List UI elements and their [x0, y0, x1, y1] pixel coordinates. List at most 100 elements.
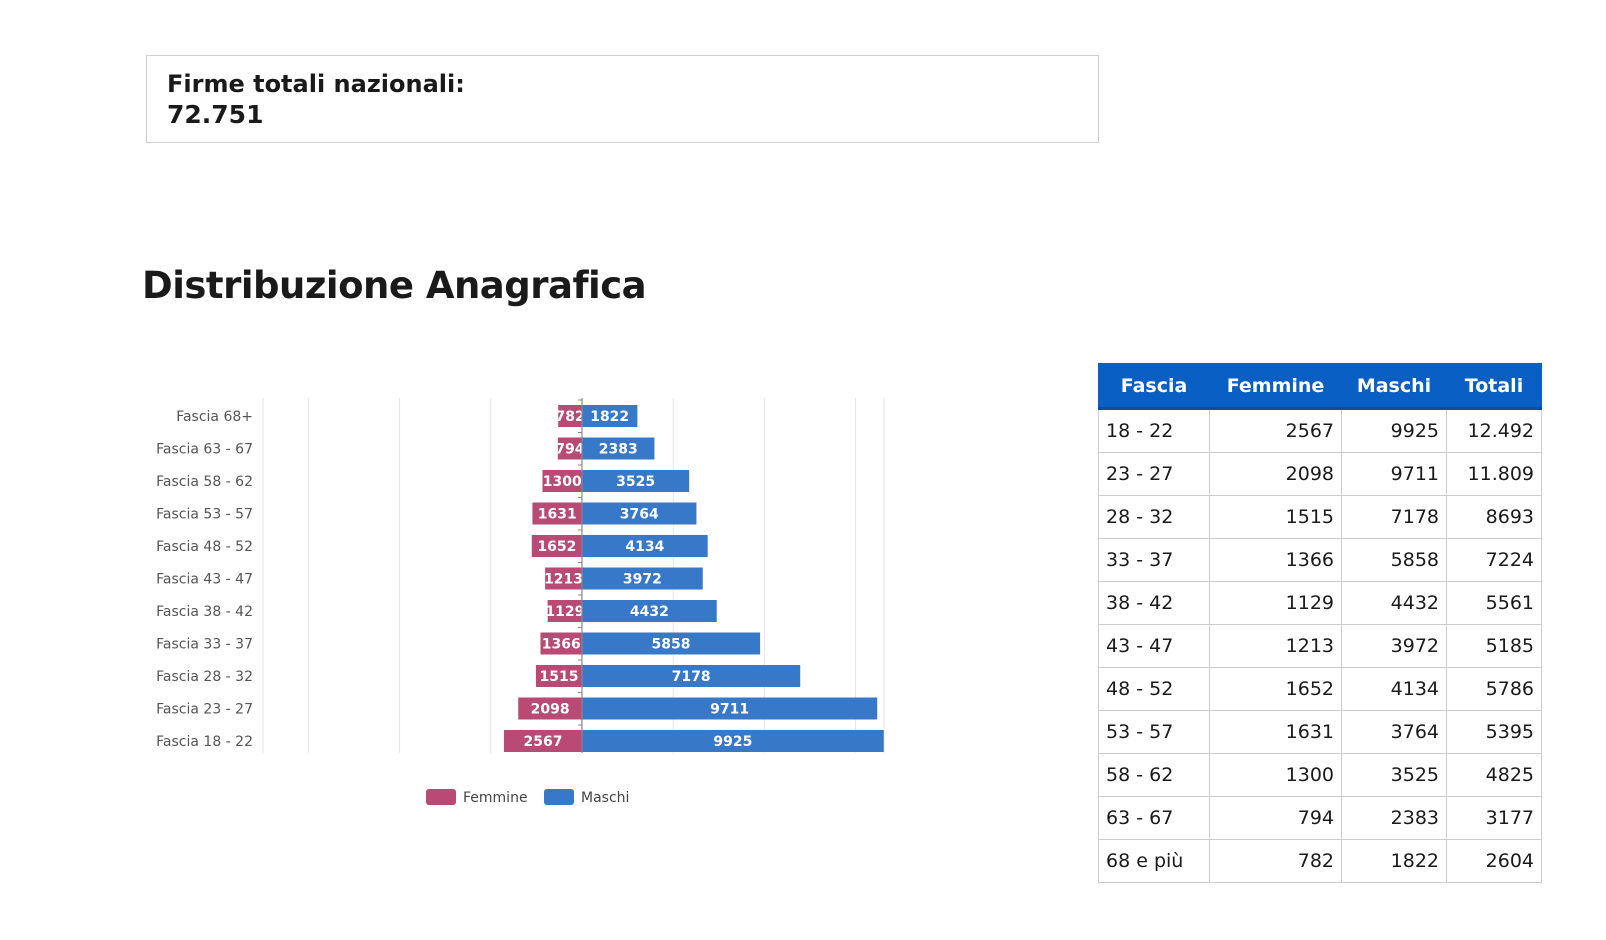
category-label: Fascia 33 - 37 — [156, 637, 253, 653]
table-cell-femmine: 1300 — [1209, 753, 1342, 797]
table-cell-maschi: 7178 — [1341, 495, 1447, 539]
table-cell-maschi: 3525 — [1341, 753, 1447, 797]
table-header-maschi: Maschi — [1341, 363, 1447, 410]
table-cell-fascia: 33 - 37 — [1098, 538, 1210, 582]
category-label: Fascia 23 - 27 — [156, 702, 253, 718]
data-label-maschi: 1822 — [590, 409, 629, 425]
bar-femmine — [542, 470, 582, 492]
table-cell-fascia: 28 - 32 — [1098, 495, 1210, 539]
table-row: 18 - 22 2567 9925 12.492 — [1098, 408, 1542, 453]
table-row: 33 - 37 1366 5858 7224 — [1098, 538, 1542, 582]
data-label-maschi: 4432 — [630, 604, 669, 620]
bar-femmine — [531, 535, 582, 557]
table-cell-femmine: 1129 — [1209, 581, 1342, 625]
category-label: Fascia 63 - 67 — [156, 442, 253, 458]
bar-maschi — [582, 567, 703, 590]
table-header-fascia: Fascia — [1098, 363, 1210, 410]
data-label-maschi: 5858 — [652, 637, 691, 653]
table-cell-femmine: 794 — [1209, 796, 1342, 840]
category-label: Fascia 48 - 52 — [156, 539, 253, 555]
table-cell-maschi: 1822 — [1341, 839, 1447, 883]
table-cell-fascia: 18 - 22 — [1098, 408, 1210, 453]
data-label-maschi: 9925 — [713, 734, 752, 750]
table-cell-totali: 3177 — [1446, 796, 1542, 840]
table-cell-totali: 2604 — [1446, 839, 1542, 883]
table-cell-fascia: 63 - 67 — [1098, 796, 1210, 840]
total-signatures-label: Firme totali nazionali: — [167, 70, 465, 98]
legend-swatch-maschi — [544, 789, 574, 805]
table-cell-femmine: 2098 — [1209, 452, 1342, 496]
legend-label-femmine: Femmine — [463, 790, 528, 806]
total-signatures-value: 72.751 — [167, 100, 264, 129]
age-distribution-table: Fascia Femmine Maschi Totali 18 - 22 2567 992… — [1098, 363, 1542, 883]
data-label-femmine: 1631 — [538, 507, 577, 523]
category-label: Fascia 53 - 57 — [156, 507, 253, 523]
table-row: 48 - 52 1652 4134 5786 — [1098, 667, 1542, 711]
category-label: Fascia 43 - 47 — [156, 572, 253, 588]
table-cell-fascia: 48 - 52 — [1098, 667, 1210, 711]
table-cell-totali: 5561 — [1446, 581, 1542, 625]
table-cell-fascia: 53 - 57 — [1098, 710, 1210, 754]
data-label-maschi: 3764 — [620, 507, 659, 523]
table-row: 28 - 32 1515 7178 8693 — [1098, 495, 1542, 539]
table-cell-femmine: 1366 — [1209, 538, 1342, 582]
bar-maschi — [582, 730, 884, 752]
table-cell-maschi: 3972 — [1341, 624, 1447, 668]
table-row: 53 - 57 1631 3764 5395 — [1098, 710, 1542, 754]
table-cell-maschi: 4134 — [1341, 667, 1447, 711]
bar-femmine — [535, 665, 582, 687]
data-label-femmine: 1515 — [539, 669, 578, 685]
data-label-maschi: 7178 — [672, 669, 711, 685]
data-label-maschi: 3972 — [623, 572, 662, 588]
bar-maschi — [582, 665, 801, 687]
table-cell-totali: 8693 — [1446, 495, 1542, 539]
bar-maschi — [582, 600, 717, 622]
table-cell-fascia: 23 - 27 — [1098, 452, 1210, 496]
bar-maschi — [582, 502, 697, 525]
table-cell-totali: 12.492 — [1446, 408, 1542, 453]
legend-label-maschi: Maschi — [581, 790, 629, 806]
table-cell-totali: 7224 — [1446, 538, 1542, 582]
legend-swatch-femmine — [426, 789, 456, 805]
table-cell-femmine: 1515 — [1209, 495, 1342, 539]
table-row: 38 - 42 1129 4432 5561 — [1098, 581, 1542, 625]
table-cell-maschi: 4432 — [1341, 581, 1447, 625]
table-cell-fascia: 43 - 47 — [1098, 624, 1210, 668]
bar-femmine — [540, 632, 582, 655]
category-label: Fascia 68+ — [176, 409, 253, 425]
table-cell-maschi: 9711 — [1341, 452, 1447, 496]
data-label-maschi: 4134 — [625, 539, 664, 555]
table-cell-fascia: 38 - 42 — [1098, 581, 1210, 625]
data-label-femmine: 2098 — [531, 702, 570, 718]
data-label-maschi: 3525 — [616, 474, 655, 490]
data-label-femmine: 1129 — [545, 604, 584, 620]
age-distribution-chart: Fascia 68+ 782 1822 Fascia 63 - 67 794 2383 Fa… — [156, 398, 885, 806]
table-cell-fascia: 58 - 62 — [1098, 753, 1210, 797]
data-label-femmine: 1652 — [537, 539, 576, 555]
table-cell-maschi: 5858 — [1341, 538, 1447, 582]
table-row: 43 - 47 1213 3972 5185 — [1098, 624, 1542, 668]
category-label: Fascia 38 - 42 — [156, 604, 253, 620]
bar-maschi — [582, 405, 638, 427]
bar-femmine — [557, 437, 582, 460]
bar-femmine — [547, 600, 582, 622]
table-cell-totali: 5395 — [1446, 710, 1542, 754]
table-header-femmine: Femmine — [1209, 363, 1342, 410]
data-label-femmine: 1366 — [542, 637, 581, 653]
data-label-maschi: 2383 — [599, 442, 638, 458]
bar-maschi — [582, 535, 708, 557]
bar-maschi — [582, 697, 878, 720]
bar-femmine — [518, 697, 582, 720]
data-label-femmine: 782 — [555, 409, 584, 425]
category-label: Fascia 28 - 32 — [156, 669, 253, 685]
table-row: 58 - 62 1300 3525 4825 — [1098, 753, 1542, 797]
table-cell-totali: 4825 — [1446, 753, 1542, 797]
category-label: Fascia 18 - 22 — [156, 734, 253, 750]
data-label-femmine: 1213 — [544, 572, 583, 588]
table-header-totali: Totali — [1446, 363, 1542, 410]
table-row: 63 - 67 794 2383 3177 — [1098, 796, 1542, 840]
table-cell-femmine: 782 — [1209, 839, 1342, 883]
table-cell-femmine: 1652 — [1209, 667, 1342, 711]
section-title: Distribuzione Anagrafica — [142, 264, 647, 307]
bar-maschi — [582, 437, 655, 460]
